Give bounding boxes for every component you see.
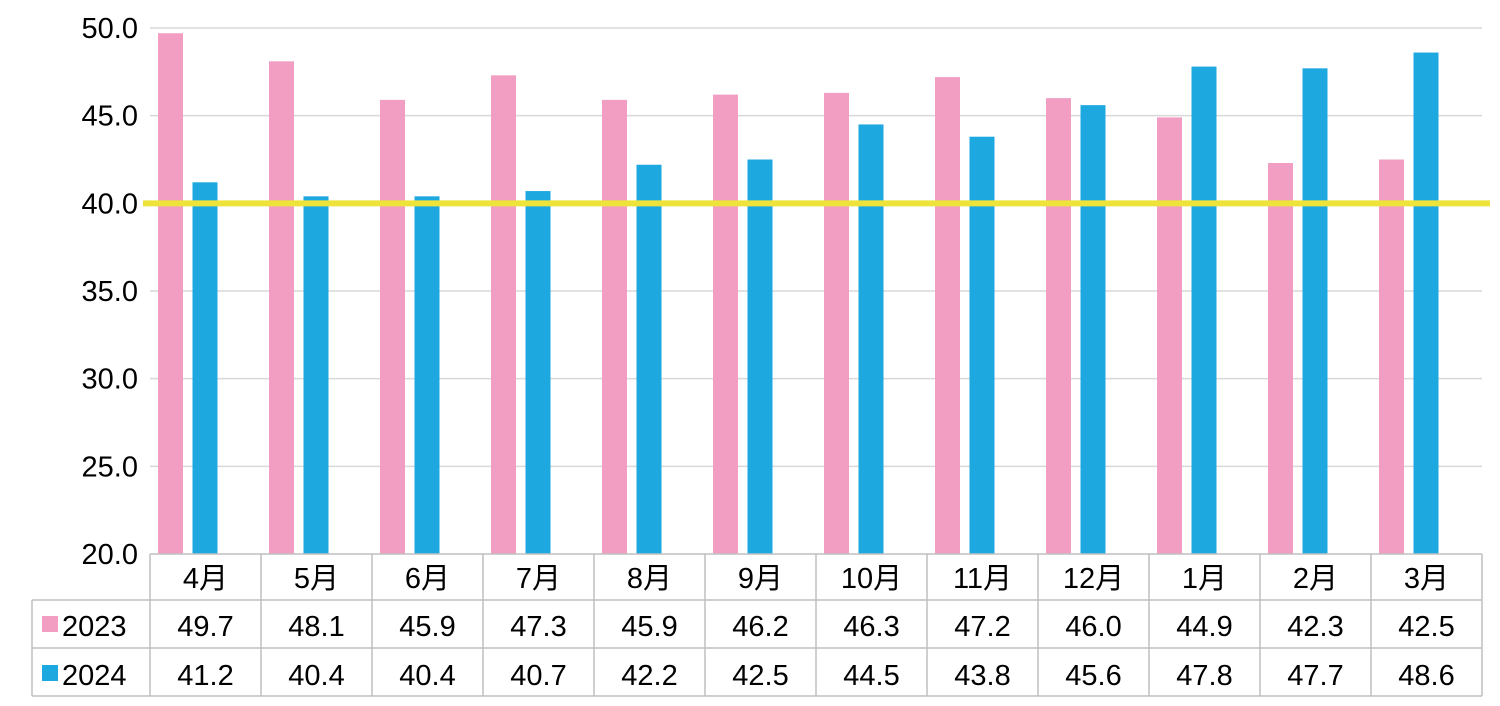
bar-2024-12: [1413, 52, 1439, 555]
bar-2023-6: [713, 94, 738, 555]
category-label: 2月: [1293, 563, 1338, 595]
bar-2024-8: [969, 136, 995, 554]
bar-2023-7: [824, 92, 849, 554]
category-label: 9月: [738, 563, 783, 595]
data-label: 43.8: [954, 660, 1010, 692]
data-label: 47.2: [954, 611, 1010, 643]
data-label: 42.3: [1287, 611, 1343, 643]
legend-label: 2023: [62, 611, 127, 643]
data-label: 49.7: [177, 611, 233, 643]
bar-2023-12: [1379, 159, 1404, 554]
y-tick-label: 40.0: [82, 188, 138, 220]
y-tick-label: 30.0: [82, 364, 138, 396]
category-label: 7月: [516, 563, 561, 595]
bar-2023-5: [602, 99, 627, 555]
y-tick-label: 25.0: [82, 451, 138, 483]
category-label: 5月: [294, 563, 339, 595]
data-label: 48.6: [1398, 660, 1454, 692]
bar-2024-6: [747, 159, 773, 554]
data-label: 45.9: [399, 611, 455, 643]
bar-2023-4: [491, 75, 516, 554]
data-label: 46.3: [843, 611, 899, 643]
data-label: 46.0: [1065, 611, 1121, 643]
bar-2023-1: [158, 33, 183, 554]
data-label: 40.4: [288, 660, 344, 692]
bar-2023-2: [269, 61, 294, 555]
bar-2024-1: [192, 182, 218, 554]
y-tick-label: 45.0: [82, 101, 138, 133]
bar-2024-9: [1080, 105, 1106, 554]
category-label: 10月: [841, 563, 902, 595]
bar-2023-9: [1046, 98, 1071, 554]
bar-2023-11: [1268, 163, 1293, 555]
data-label: 47.7: [1287, 660, 1343, 692]
bar-2024-7: [858, 124, 884, 554]
data-label: 45.9: [621, 611, 677, 643]
bar-2024-5: [636, 164, 662, 554]
data-label: 47.3: [510, 611, 566, 643]
data-label: 44.5: [843, 660, 899, 692]
data-label: 46.2: [732, 611, 788, 643]
bar-2024-10: [1191, 66, 1217, 554]
bar-2024-3: [414, 196, 440, 554]
data-table: 4月 5月 6月 7月 8月 9月 10月 11月 12月 1月 2月 3月 2023 49.7 48.1 4…: [31, 553, 1483, 697]
data-label: 40.7: [510, 660, 566, 692]
y-axis-tick-labels: 20.0 25.0 30.0 35.0 40.0 45.0 50.0: [82, 13, 138, 571]
legend-label: 2024: [62, 660, 127, 692]
data-label: 44.9: [1176, 611, 1232, 643]
data-label: 45.6: [1065, 660, 1121, 692]
bars: [158, 33, 1439, 555]
y-tick-label: 35.0: [82, 276, 138, 308]
category-label: 8月: [627, 563, 672, 595]
category-label: 11月: [953, 563, 1012, 595]
bar-2024-2: [303, 196, 329, 554]
legend-swatch-2024: [42, 665, 58, 681]
category-label: 4月: [183, 563, 228, 595]
data-label: 41.2: [177, 660, 233, 692]
data-label: 42.5: [1398, 611, 1454, 643]
data-label: 42.2: [621, 660, 677, 692]
bar-2023-10: [1157, 117, 1182, 555]
category-label: 1月: [1182, 563, 1227, 595]
y-tick-label: 50.0: [82, 13, 138, 45]
bar-2023-3: [380, 99, 405, 555]
bar-2024-11: [1302, 68, 1328, 555]
data-label: 40.4: [399, 660, 455, 692]
y-tick-label: 20.0: [82, 539, 138, 571]
category-label: 3月: [1404, 563, 1449, 595]
category-label: 6月: [405, 563, 450, 595]
legend-swatch-2023: [42, 616, 58, 632]
bar-2023-8: [935, 77, 960, 555]
data-label: 42.5: [732, 660, 788, 692]
bar-2024-4: [525, 191, 551, 554]
category-label: 12月: [1063, 563, 1124, 595]
data-label: 48.1: [288, 611, 344, 643]
data-label: 47.8: [1176, 660, 1232, 692]
